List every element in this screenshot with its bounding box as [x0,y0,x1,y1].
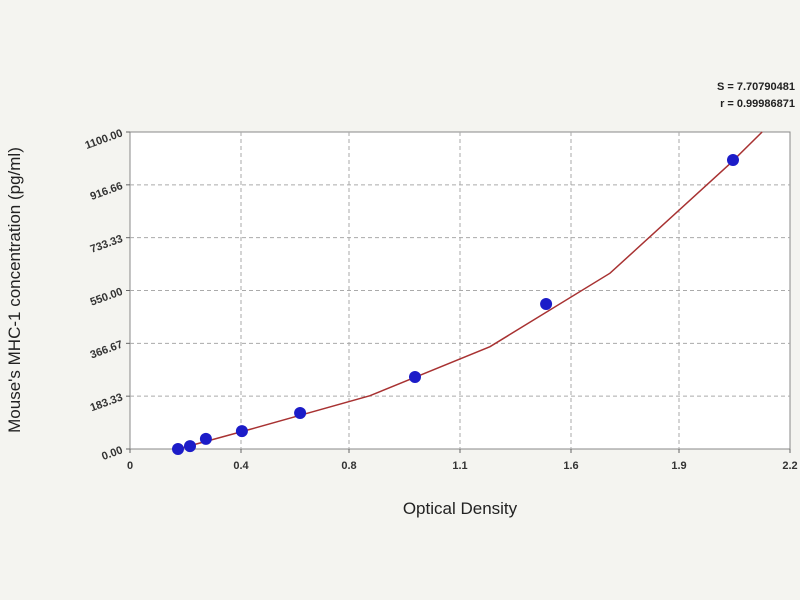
data-point [727,153,739,166]
data-point [172,443,184,455]
x-tick-label: 1.6 [563,460,578,472]
annotation: r = 0.99986871 [720,98,795,110]
data-point [409,370,421,383]
x-tick-label: 1.1 [452,460,467,472]
data-point [184,440,196,453]
data-point [540,298,553,311]
data-point [294,406,307,419]
y-axis-label: Mouse's MHC-1 concentration (pg/ml) [5,147,24,433]
x-axis-label: Optical Density [403,499,518,518]
x-tick-label: 0 [127,460,133,472]
x-tick-label: 2.2 [782,460,797,472]
data-point [199,432,212,445]
annotation: S = 7.70790481 [717,81,795,93]
x-tick-label: 1.9 [671,460,686,472]
data-point [235,425,248,438]
x-tick-label: 0.8 [341,460,356,472]
x-tick-label: 0.4 [233,460,249,472]
